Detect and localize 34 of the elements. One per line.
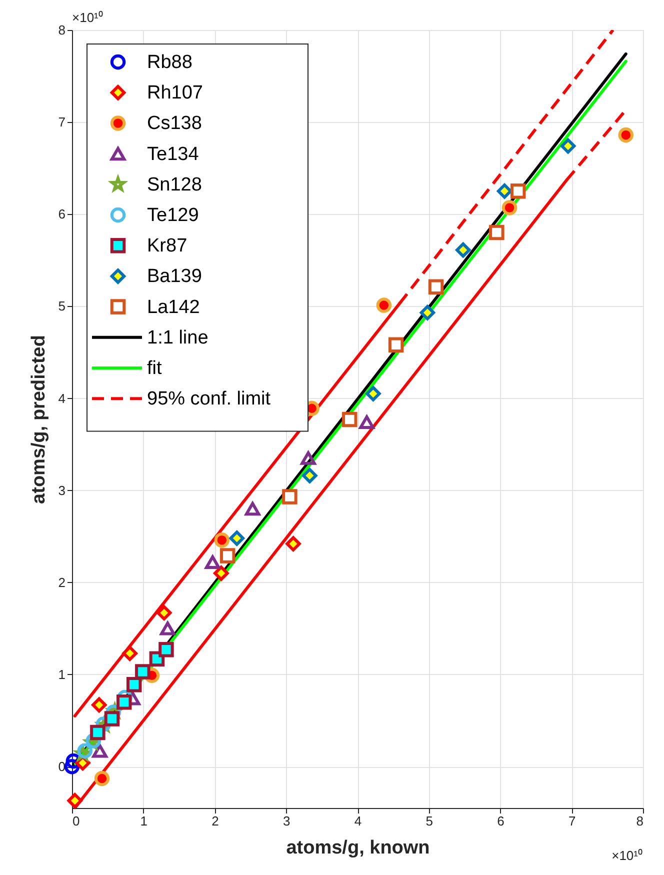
x-tick-label: 7 <box>568 814 576 828</box>
x-axis-title: atoms/g, known <box>286 838 430 858</box>
legend-label: fit <box>147 358 162 379</box>
y-tick-label: 0 <box>58 759 66 774</box>
x-tick-label: 3 <box>283 814 290 828</box>
legend-label: Sn128 <box>147 174 202 196</box>
legend-label: Cs138 <box>147 113 202 134</box>
x-tick-label: 4 <box>354 814 362 828</box>
legend-label: Rb88 <box>147 52 192 73</box>
legend-label: Rh107 <box>147 82 203 104</box>
legend-label: Ba139 <box>147 266 202 288</box>
y-tick-label: 4 <box>58 390 66 406</box>
legend-label: Te134 <box>147 144 200 165</box>
y-tick-label: 1 <box>58 666 66 682</box>
x-tick-label: 1 <box>140 814 148 828</box>
text: ×10¹⁰ <box>72 10 104 25</box>
y-tick-label: 2 <box>58 574 66 590</box>
x-tick-label: 6 <box>497 814 504 828</box>
y-tick-label: 5 <box>58 298 66 314</box>
x-tick-label: 0 <box>72 814 80 828</box>
x-tick-label: 8 <box>636 814 644 828</box>
x-tick-label: 5 <box>426 814 433 828</box>
y-tick-label: 7 <box>58 114 66 130</box>
y-tick-label: 6 <box>58 206 66 222</box>
legend-label: Kr87 <box>147 236 188 257</box>
y-tick-label: 3 <box>58 482 66 498</box>
text: ×10¹⁰ <box>612 848 643 863</box>
y-axis-title: atoms/g, predicted <box>28 335 50 504</box>
legend-label: La142 <box>147 296 200 318</box>
legend-label: 95% conf. limit <box>147 388 272 410</box>
x-tick-label: 2 <box>212 814 219 828</box>
y-tick-label: 8 <box>58 22 66 38</box>
legend-label: Te129 <box>147 205 199 226</box>
legend-label: 1:1 line <box>147 327 208 348</box>
